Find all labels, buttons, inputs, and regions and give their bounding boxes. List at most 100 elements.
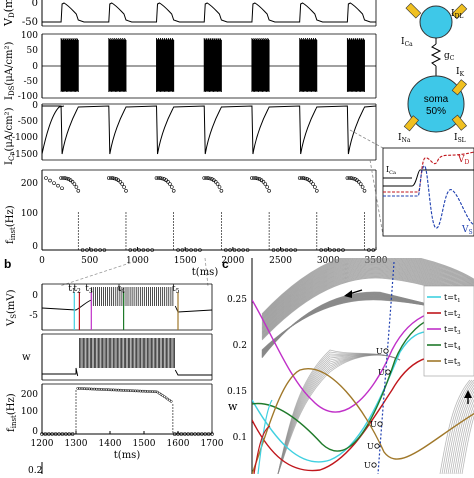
fb-zero-point [183, 432, 187, 436]
gray-trajectory [443, 379, 474, 474]
fb-zero-point [50, 432, 55, 436]
f-point [349, 176, 354, 180]
f-point [311, 182, 315, 186]
nullcline-t2-branch [253, 425, 271, 474]
f-point [255, 176, 260, 181]
f-point [206, 176, 210, 180]
gray-trajectory [439, 379, 471, 474]
fb-zero-point [193, 432, 197, 436]
nullcline-t1-branch [257, 399, 273, 474]
fb-point [84, 387, 88, 391]
f-point [154, 176, 159, 180]
b-xtick-label: 1400 [99, 439, 122, 449]
a-xtick-label: 2500 [269, 256, 292, 266]
f-point [208, 176, 212, 181]
fb-point [132, 389, 136, 393]
f-point [61, 176, 65, 180]
ids-tick-m50: -50 [24, 77, 39, 87]
equilibrium-point [377, 421, 383, 427]
f-zero-point [98, 248, 102, 252]
f-point [301, 176, 306, 180]
b-xtick-label: 1500 [133, 439, 156, 449]
fb-point [88, 387, 91, 391]
w-pre [42, 367, 79, 377]
inset-vd: VD [457, 155, 470, 166]
f-zero-point [224, 248, 228, 252]
a-xtick-label: 0 [39, 256, 45, 266]
fb-tick-100: 100 [21, 407, 38, 417]
f-point [124, 189, 128, 193]
ids-burst-3 [203, 38, 222, 92]
a-xtick-label: 500 [81, 256, 98, 266]
fb-point [96, 387, 100, 391]
f-zero-point [323, 248, 328, 252]
f-tick-100: 100 [21, 209, 38, 219]
fb-point [152, 390, 156, 394]
fb-point [76, 387, 80, 390]
fb-zero-point [60, 432, 65, 436]
f-zero-point [228, 248, 232, 252]
bottom-tick: 0.2 [28, 466, 42, 474]
f-point [213, 180, 218, 184]
vs-pre [41, 299, 92, 311]
fb-zero-point [200, 432, 204, 436]
fb-point [122, 389, 125, 392]
fb-point [78, 387, 81, 390]
f-zero-point [176, 248, 180, 252]
fb-point [108, 388, 112, 392]
c-ylabel: w [228, 400, 238, 413]
a-xtick-label: 3000 [317, 256, 340, 266]
equilibrium-point [385, 369, 391, 375]
f-zero-point [341, 248, 345, 252]
b-xtick-label: 1700 [201, 439, 224, 449]
f-point [347, 176, 352, 180]
fb-point [86, 387, 90, 391]
fb-point [125, 389, 129, 392]
f-point [118, 180, 123, 184]
ids-ylabel: IDS(μA/cm²) [4, 42, 16, 100]
b-xtick-label: 1200 [31, 439, 54, 449]
fb-point [130, 389, 134, 393]
fb-zero-point [186, 432, 190, 436]
a-xtick-label: 1000 [126, 256, 149, 266]
a-xtick-label: 1500 [174, 256, 197, 266]
u-label-2: U [378, 368, 385, 377]
sch-idl: IDL [451, 9, 463, 20]
f-point [217, 185, 222, 189]
fb-point [91, 387, 95, 391]
legend-label-5: t=t5 [444, 357, 461, 368]
gray-trajectory [441, 379, 473, 474]
fb-point [146, 390, 149, 393]
f-point [60, 186, 64, 191]
fb-point [112, 388, 115, 392]
f-zero-point [146, 248, 150, 252]
ids-tick-0: 0 [32, 62, 38, 72]
f-point [210, 177, 214, 181]
f-zero-point [193, 248, 198, 252]
legend-label-2: t=t2 [444, 309, 461, 320]
f-point [170, 185, 174, 189]
fb-zero-point [46, 432, 51, 436]
phase-plot: 0.25 0.2 0.15 0.1 w U U U U U t=t1 t=t2 t=t3 t=… [227, 258, 474, 474]
fb-zero-point [203, 432, 207, 436]
fb-point [139, 389, 142, 393]
f-zero-point [150, 248, 154, 252]
fb-ylabel: finst(Hz) [6, 393, 18, 432]
f-point [66, 177, 71, 181]
gray-trajectory [457, 403, 474, 474]
ica-first [41, 105, 65, 155]
equilibrium-point [383, 348, 389, 354]
fb-point [135, 389, 139, 393]
f-point [362, 189, 367, 193]
ids-tick-100: 100 [21, 31, 38, 41]
f-point [219, 189, 224, 193]
b-xlabel: t(ms) [114, 450, 141, 461]
f-point [110, 176, 115, 180]
f-zero-point [128, 248, 133, 252]
ids-burst-1 [108, 38, 127, 92]
fb-point [129, 389, 132, 393]
f-point [204, 176, 208, 180]
marker-label-1: t1 [68, 284, 75, 295]
fb-tick-0: 0 [32, 427, 38, 437]
